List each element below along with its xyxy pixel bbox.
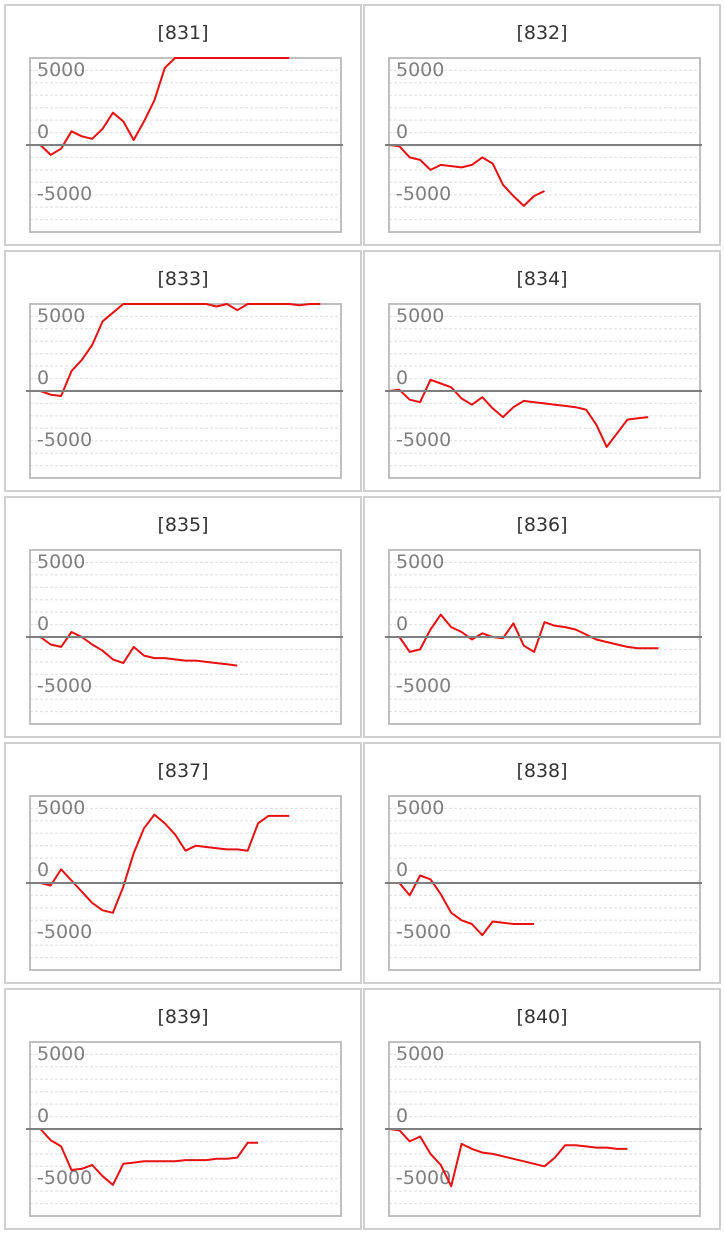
series-line xyxy=(389,874,535,937)
chart-plot: 5000 0 -5000 xyxy=(26,549,343,725)
y-tick-label: 5000 xyxy=(37,59,85,81)
y-tick-label: 5000 xyxy=(37,797,85,819)
y-tick-label: -5000 xyxy=(396,921,451,943)
chart-title: [838] xyxy=(516,760,568,782)
chart-plot: 5000 0 -5000 xyxy=(385,795,702,971)
y-tick-label: 5000 xyxy=(396,551,444,573)
chart-plot: 5000 0 -5000 xyxy=(26,795,343,971)
chart-plot: 5000 0 -5000 xyxy=(385,1041,702,1217)
chart-title: [834] xyxy=(516,268,568,290)
series-line xyxy=(388,144,545,207)
series-line xyxy=(30,631,238,667)
chart-title: [837] xyxy=(157,760,209,782)
y-tick-label: -5000 xyxy=(37,183,92,205)
y-tick-label: 0 xyxy=(37,121,49,143)
chart-panel: [840] 5000 0 -5000 xyxy=(363,988,721,1230)
chart-title: [835] xyxy=(157,514,209,536)
gridlines xyxy=(389,69,700,221)
gridlines xyxy=(30,561,341,713)
series-line xyxy=(388,378,649,448)
gridlines xyxy=(389,807,700,959)
chart-plot: 5000 0 -5000 xyxy=(26,57,343,233)
chart-plot: 5000 0 -5000 xyxy=(385,57,702,233)
chart-title: [840] xyxy=(516,1006,568,1028)
y-tick-label: 5000 xyxy=(37,1043,85,1065)
chart-title: [831] xyxy=(157,22,209,44)
gridlines xyxy=(30,807,341,959)
chart-panel: [834] 5000 0 -5000 xyxy=(363,250,721,492)
y-tick-label: 0 xyxy=(396,121,408,143)
series-line xyxy=(30,1128,259,1186)
chart-plot: 5000 0 -5000 xyxy=(385,303,702,479)
y-tick-label: 5000 xyxy=(37,551,85,573)
y-tick-label: -5000 xyxy=(37,921,92,943)
y-tick-label: -5000 xyxy=(37,675,92,697)
y-tick-label: 5000 xyxy=(396,305,444,327)
chart-title: [836] xyxy=(516,514,568,536)
series-line xyxy=(389,613,659,653)
y-tick-label: -5000 xyxy=(396,429,451,451)
series-line xyxy=(388,1128,628,1188)
y-tick-label: 5000 xyxy=(396,59,444,81)
y-tick-label: 0 xyxy=(396,613,408,635)
gridlines xyxy=(30,315,341,467)
series-line xyxy=(30,813,290,914)
y-tick-label: 5000 xyxy=(396,797,444,819)
chart-panel: [836] 5000 0 -5000 xyxy=(363,496,721,738)
chart-panel: [839] 5000 0 -5000 xyxy=(4,988,362,1230)
chart-title: [839] xyxy=(157,1006,209,1028)
series-line xyxy=(30,303,321,397)
y-tick-label: 0 xyxy=(37,613,49,635)
gridlines xyxy=(30,1053,341,1205)
y-tick-label: -5000 xyxy=(396,675,451,697)
y-tick-label: 0 xyxy=(396,367,408,389)
y-tick-label: 0 xyxy=(396,1105,408,1127)
chart-panel: [838] 5000 0 -5000 xyxy=(363,742,721,984)
gridlines xyxy=(30,69,341,221)
y-tick-label: 0 xyxy=(37,367,49,389)
chart-panel: [832] 5000 0 -5000 xyxy=(363,4,721,246)
y-tick-label: -5000 xyxy=(396,183,451,205)
y-tick-label: 5000 xyxy=(396,1043,444,1065)
y-tick-label: 5000 xyxy=(37,305,85,327)
chart-plot: 5000 0 -5000 xyxy=(26,1041,343,1217)
y-tick-label: 0 xyxy=(396,859,408,881)
y-tick-label: 0 xyxy=(37,859,49,881)
chart-panel: [835] 5000 0 -5000 xyxy=(4,496,362,738)
y-tick-label: -5000 xyxy=(37,429,92,451)
chart-panel: [833] 5000 0 -5000 xyxy=(4,250,362,492)
chart-panel: [831] 5000 0 -5000 xyxy=(4,4,362,246)
y-tick-label: 0 xyxy=(37,1105,49,1127)
y-tick-label: -5000 xyxy=(37,1167,92,1189)
y-tick-label: -5000 xyxy=(396,1167,451,1189)
chart-title: [832] xyxy=(516,22,568,44)
series-line xyxy=(30,57,290,156)
chart-title: [833] xyxy=(157,268,209,290)
chart-plot: 5000 0 -5000 xyxy=(385,549,702,725)
chart-plot: 5000 0 -5000 xyxy=(26,303,343,479)
chart-panel: [837] 5000 0 -5000 xyxy=(4,742,362,984)
